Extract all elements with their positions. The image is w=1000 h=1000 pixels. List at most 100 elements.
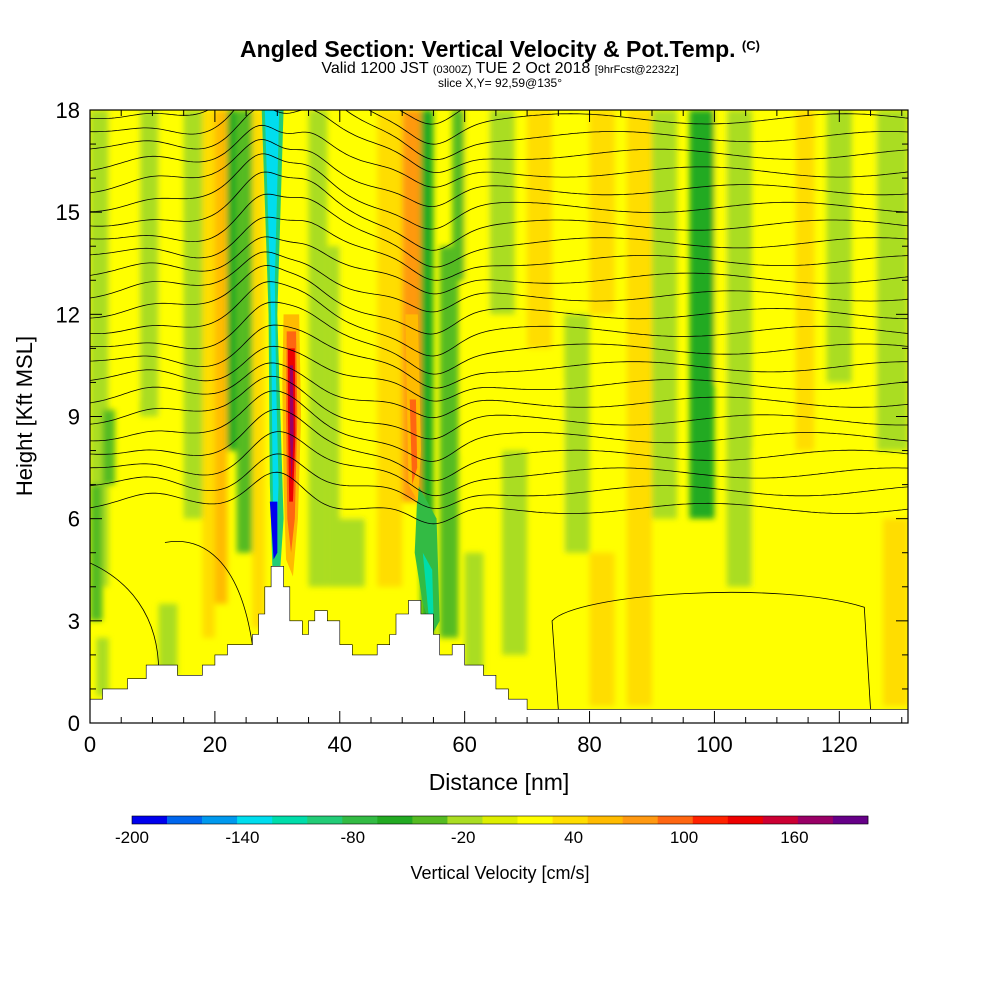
colorbar: -200 -140 -80 -20 40 100 160 — [115, 815, 869, 847]
theta-contour — [90, 124, 908, 188]
x-tick-label: 0 — [84, 732, 96, 757]
velocity-band — [202, 110, 215, 638]
colorbar-tick-label: -140 — [225, 828, 259, 847]
chart-title: Angled Section: Vertical Velocity & Pot.… — [0, 36, 1000, 63]
velocity-band — [627, 110, 652, 706]
x-tick-label: 20 — [203, 732, 227, 757]
velocity-band — [527, 110, 553, 349]
theta-contour — [90, 139, 908, 208]
x-tick-label: 40 — [328, 732, 352, 757]
colorbar-tick-label: -20 — [451, 828, 476, 847]
colorbar-swatch — [412, 816, 448, 824]
theta-contour — [90, 110, 908, 145]
theta-contour — [90, 110, 908, 174]
velocity-band — [464, 552, 484, 672]
colorbar-swatch — [622, 816, 659, 824]
y-tick-label: 3 — [68, 609, 80, 634]
velocity-band — [158, 603, 178, 676]
colorbar-swatch — [587, 816, 623, 824]
theta-contour-low — [90, 562, 160, 672]
velocity-core — [409, 399, 418, 485]
theta-contour — [90, 216, 908, 281]
colorbar-swatch — [167, 816, 203, 824]
velocity-band — [883, 518, 908, 706]
velocity-band — [826, 110, 852, 383]
velocity-band — [714, 110, 727, 383]
velocity-core — [289, 365, 294, 485]
velocity-band — [214, 110, 228, 604]
x-tick-label: 80 — [577, 732, 601, 757]
velocity-band — [651, 110, 677, 519]
y-tick-label: 6 — [68, 507, 80, 532]
colorbar-tick-label: -200 — [115, 828, 149, 847]
theta-contour — [90, 153, 908, 230]
velocity-core — [414, 484, 440, 635]
colorbar-tick-label: -80 — [341, 828, 366, 847]
theta-contour — [90, 236, 908, 295]
colorbar-tick-label: 100 — [670, 828, 698, 847]
axes: 0 20 40 60 80 100 120 0 3 6 9 12 15 18 — [56, 98, 908, 757]
y-axis-label: Height [Kft MSL] — [12, 336, 37, 496]
velocity-band — [751, 450, 777, 706]
theta-contour — [90, 362, 908, 419]
velocity-band — [183, 110, 203, 519]
colorbar-swatch — [517, 816, 553, 824]
theta-contour — [90, 453, 908, 509]
theta-contour — [90, 345, 908, 402]
colorbar-swatch — [762, 816, 799, 824]
colorbar-swatch — [342, 816, 378, 824]
colorbar-swatch — [447, 816, 483, 824]
chart-title-main: Angled Section: Vertical Velocity & Pot.… — [240, 36, 736, 62]
colorbar-swatch — [202, 816, 238, 824]
colorbar-swatch — [797, 816, 834, 824]
colorbar-swatch — [377, 816, 413, 824]
velocity-band — [377, 110, 403, 587]
velocity-band — [820, 416, 840, 587]
velocity-core — [422, 552, 434, 615]
colorbar-tick-label: 160 — [780, 828, 808, 847]
colorbar-swatch — [727, 816, 764, 824]
x-tick-label: 100 — [696, 732, 733, 757]
y-tick-label: 15 — [56, 200, 80, 225]
chart-subtitle: Valid 1200 JST (0300Z) TUE 2 Oct 2018 [9… — [0, 60, 1000, 78]
subtitle-date: TUE 2 Oct 2018 — [475, 60, 591, 77]
velocity-band — [545, 382, 565, 587]
theta-contour — [90, 301, 908, 375]
velocity-band — [227, 110, 237, 451]
subtitle-zulu: (0300Z) — [432, 64, 472, 76]
velocity-band — [96, 637, 109, 696]
velocity-band — [308, 110, 328, 587]
chart-title-suffix: (C) — [741, 38, 760, 53]
colorbar-swatch — [237, 816, 273, 824]
theta-contour-low — [164, 541, 253, 645]
theta-contour — [90, 390, 908, 462]
x-tick-label: 60 — [452, 732, 476, 757]
theta-contour — [90, 171, 908, 251]
colorbar-swatch — [692, 816, 729, 824]
y-tick-label: 18 — [56, 98, 80, 123]
y-tick-label: 9 — [68, 405, 80, 430]
colorbar-swatch — [482, 816, 518, 824]
theta-contour — [90, 431, 908, 497]
velocity-band — [795, 110, 815, 451]
colorbar-label: Vertical Velocity [cm/s] — [410, 863, 590, 883]
colorbar-swatch — [552, 816, 588, 824]
theta-contour — [90, 324, 908, 389]
theta-contour — [90, 375, 908, 440]
velocity-band — [858, 110, 877, 451]
theta-contour — [90, 265, 908, 335]
y-tick-label: 0 — [68, 711, 80, 736]
terrain-mask — [89, 566, 909, 724]
colorbar-swatch — [272, 816, 308, 824]
colorbar-tick-label: 40 — [564, 828, 583, 847]
colorbar-swatch — [132, 816, 168, 824]
velocity-band — [108, 110, 140, 400]
field-cores — [261, 110, 440, 635]
colorbar-swatch — [832, 816, 869, 824]
y-tick-label: 12 — [56, 302, 80, 327]
velocity-band — [252, 110, 265, 628]
theta-contour — [90, 193, 908, 268]
velocity-core — [269, 501, 278, 560]
colorbar-frame — [131, 815, 869, 825]
